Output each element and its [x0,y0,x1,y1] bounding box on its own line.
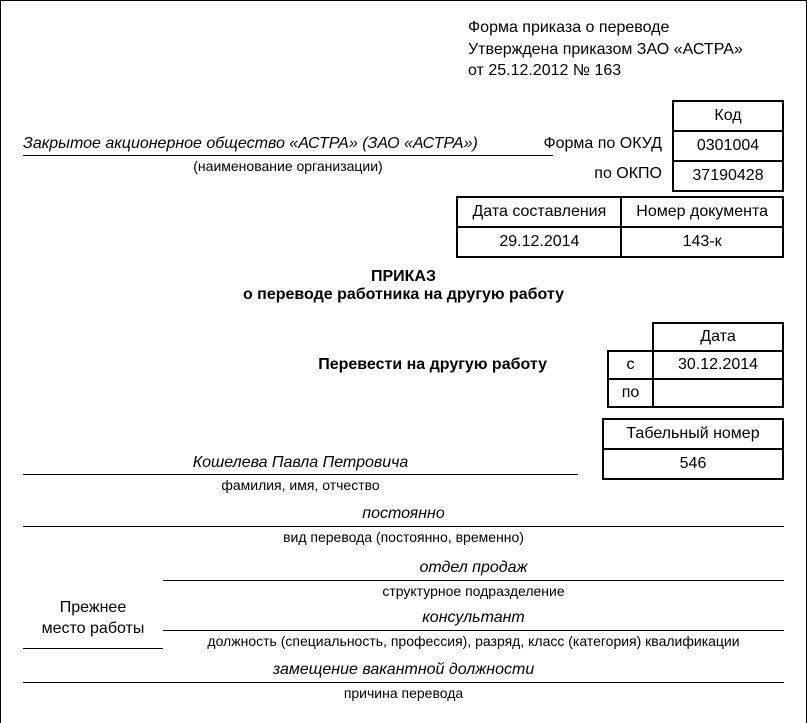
docnum-value: 143-к [621,227,783,257]
code-table: Код 0301004 37190428 [672,100,784,192]
approval-line: Форма приказа о переводе [468,17,784,39]
previous-work-block: Прежнее место работы отдел продаж структ… [23,559,784,649]
reason-caption: причина перевода [23,685,784,701]
order-subtitle: о переводе работника на другую работу [23,286,784,304]
previous-work-label: Прежнее место работы [23,559,163,649]
okud-value: 0301004 [673,131,783,161]
to-value [653,379,783,407]
prev-position-caption: должность (специальность, профессия), ра… [163,633,784,649]
code-header: Код [673,101,783,131]
order-title: ПРИКАЗ [23,268,784,286]
transfer-type-block: постоянно вид перевода (постоянно, време… [23,505,784,545]
org-name: Закрытое акционерное общество «АСТРА» (З… [23,135,553,156]
approval-block: Форма приказа о переводе Утверждена прик… [468,17,784,82]
okpo-value: 37190428 [673,161,783,191]
doc-meta: Дата составления Номер документа 29.12.2… [23,196,784,258]
date-header: Дата составления [457,197,621,227]
tabnum-header: Табельный номер [603,419,783,449]
transfer-type-value: постоянно [23,505,784,527]
from-value: 30.12.2014 [653,351,783,379]
transfer-row: Перевести на другую работу Дата с 30.12.… [23,322,784,408]
docnum-header: Номер документа [621,197,783,227]
org-caption: (наименование организации) [23,158,553,174]
prev-unit-caption: структурное подразделение [163,583,784,599]
reason-value: замещение вакантной должности [23,661,784,683]
approval-line: от 25.12.2012 № 163 [468,60,784,82]
org-row: Закрытое акционерное общество «АСТРА» (З… [23,135,784,156]
transfer-date-table: Дата с 30.12.2014 по [607,322,784,408]
code-labels: Форма по ОКУД по ОКПО [543,129,662,192]
reason-block: замещение вакантной должности причина пе… [23,661,784,701]
date-value: 29.12.2014 [457,227,621,257]
prev-unit-value: отдел продаж [163,559,784,581]
transfer-date-header: Дата [653,323,783,351]
from-label: с [608,351,653,379]
prev-position-value: консультант [163,609,784,631]
fio-row: Кошелева Павла Петровича [23,454,784,475]
fio-value: Кошелева Павла Петровича [23,454,578,475]
document-page: Форма приказа о переводе Утверждена прик… [0,0,807,723]
transfer-label: Перевести на другую работу [318,356,547,374]
to-label: по [608,379,653,407]
approval-line: Утверждена приказом ЗАО «АСТРА» [468,39,784,61]
okud-label: Форма по ОКУД [543,129,662,159]
fio-caption: фамилия, имя, отчество [23,477,578,493]
transfer-type-caption: вид перевода (постоянно, временно) [23,529,784,545]
okpo-label: по ОКПО [543,159,662,189]
